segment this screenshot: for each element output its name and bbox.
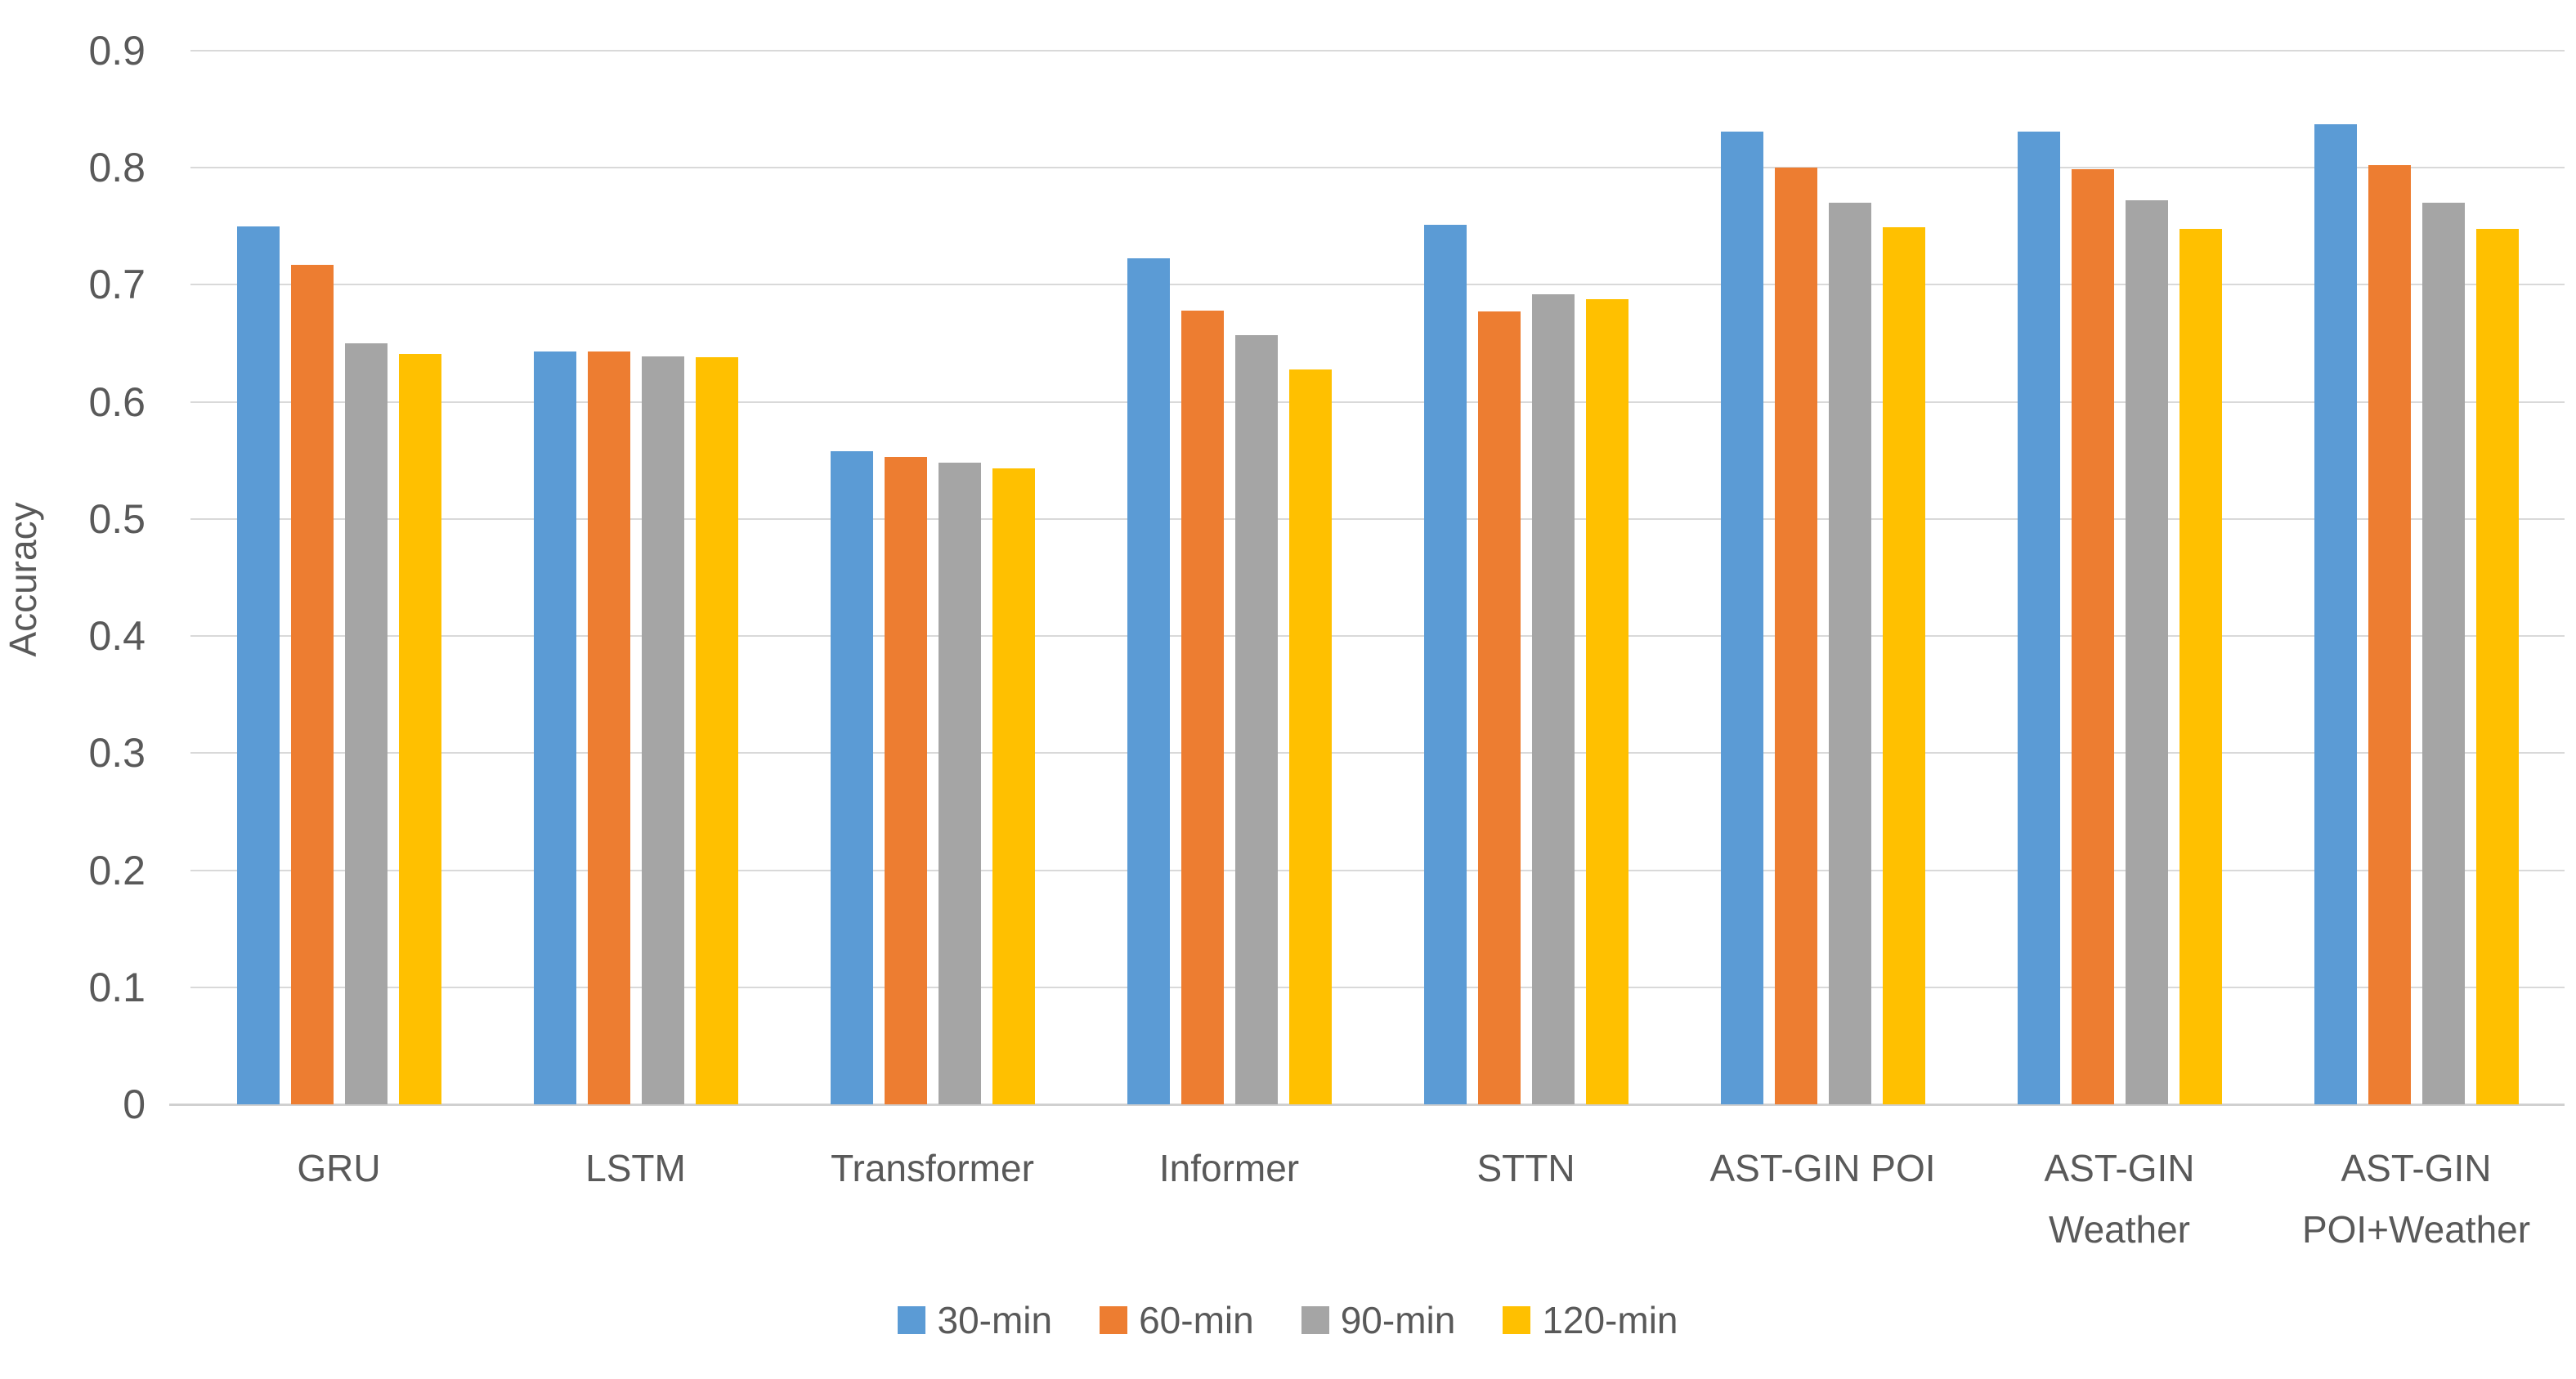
y-tick-label-0: 0	[123, 1081, 146, 1127]
bar-STTN-90-min	[1531, 293, 1575, 1104]
legend-label-30-min: 30-min	[937, 1299, 1053, 1341]
bar-Transformer-30-min	[830, 450, 873, 1104]
x-category-label-Informer: Informer	[1158, 1147, 1300, 1189]
x-category-label-GRU: GRU	[297, 1147, 381, 1189]
y-tick-label-0.2: 0.2	[88, 847, 146, 893]
legend-swatch-icon-60-min	[1100, 1306, 1128, 1334]
bar-GRU-120-min	[398, 353, 441, 1104]
legend-item-60-min: 60-min	[1100, 1298, 1254, 1342]
bar-Informer-30-min	[1127, 257, 1170, 1104]
y-tick-label-0.1: 0.1	[88, 964, 146, 1010]
y-tick-label-0.9: 0.9	[88, 28, 146, 74]
bar-GRU-60-min	[290, 265, 334, 1104]
x-category-label-AST-GIN-Weather: AST-GIN Weather	[2044, 1147, 2195, 1251]
y-tick-label-0.4: 0.4	[88, 613, 146, 660]
x-category-label-LSTM: LSTM	[585, 1147, 686, 1189]
legend-swatch-icon-120-min	[1503, 1306, 1531, 1334]
gridline-0.7	[190, 284, 2565, 286]
x-category-label-AST-GIN-POI+Weather: AST-GIN POI+Weather	[2301, 1147, 2531, 1251]
x-category-label-Transformer: Transformer	[831, 1147, 1034, 1189]
y-tick-label-0.6: 0.6	[88, 378, 146, 425]
bar-GRU-90-min	[344, 343, 388, 1104]
bar-AST-GIN-Weather-120-min	[2179, 228, 2222, 1104]
legend-swatch-icon-90-min	[1301, 1306, 1329, 1334]
y-tick-label-0.8: 0.8	[88, 145, 146, 191]
bar-AST-GIN-Weather-90-min	[2125, 200, 2168, 1104]
bar-Informer-60-min	[1180, 310, 1224, 1104]
bar-AST-GIN-POI+Weather-60-min	[2368, 165, 2411, 1104]
bar-Informer-120-min	[1288, 369, 1332, 1104]
bar-AST-GIN-POI-120-min	[1882, 227, 1925, 1104]
x-axis-line	[169, 1104, 2565, 1106]
x-category-label-STTN: STTN	[1476, 1147, 1575, 1189]
bar-AST-GIN-POI+Weather-90-min	[2421, 203, 2465, 1104]
bar-STTN-60-min	[1477, 311, 1521, 1104]
bar-AST-GIN-Weather-60-min	[2071, 168, 2114, 1104]
y-tick-label-0.3: 0.3	[88, 730, 146, 777]
gridline-0.4	[190, 635, 2565, 638]
gridline-0.5	[190, 517, 2565, 520]
gridline-0.1	[190, 986, 2565, 988]
gridline-0.6	[190, 401, 2565, 403]
gridline-0.3	[190, 752, 2565, 754]
bar-AST-GIN-POI+Weather-30-min	[2314, 124, 2357, 1104]
bar-AST-GIN-POI-60-min	[1774, 168, 1817, 1104]
bar-AST-GIN-POI-90-min	[1828, 203, 1871, 1104]
legend-item-90-min: 90-min	[1301, 1298, 1456, 1342]
x-category-label-AST-GIN-POI: AST-GIN POI	[1709, 1147, 1936, 1189]
y-tick-label-0.5: 0.5	[88, 495, 146, 542]
y-tick-label-0.7: 0.7	[88, 262, 146, 308]
bar-LSTM-60-min	[587, 351, 630, 1104]
bar-LSTM-30-min	[533, 351, 576, 1104]
bar-STTN-120-min	[1585, 298, 1628, 1104]
bar-STTN-30-min	[1423, 225, 1467, 1104]
bar-LSTM-120-min	[695, 357, 738, 1104]
bar-Transformer-90-min	[938, 463, 981, 1104]
legend-item-120-min: 120-min	[1503, 1298, 1678, 1342]
bar-AST-GIN-POI+Weather-120-min	[2475, 228, 2519, 1104]
legend-swatch-icon-30-min	[898, 1306, 926, 1334]
gridline-0.2	[190, 869, 2565, 871]
legend-label-120-min: 120-min	[1542, 1299, 1678, 1341]
plot-area	[169, 50, 2565, 1106]
gridline-0.8	[190, 167, 2565, 169]
bar-AST-GIN-POI-30-min	[1720, 131, 1763, 1104]
bar-Transformer-60-min	[884, 456, 927, 1104]
legend-item-30-min: 30-min	[898, 1298, 1052, 1342]
legend-label-60-min: 60-min	[1139, 1299, 1254, 1341]
legend-label-90-min: 90-min	[1340, 1299, 1456, 1341]
gridline-0.9	[190, 50, 2565, 51]
bar-Transformer-120-min	[992, 468, 1035, 1104]
bar-LSTM-90-min	[641, 356, 684, 1104]
bar-GRU-30-min	[236, 226, 280, 1104]
bar-AST-GIN-Weather-30-min	[2017, 131, 2060, 1104]
legend: 30-min 60-min 90-min 120-min	[0, 1298, 2576, 1342]
y-axis-title: Accuracy	[2, 502, 44, 657]
bar-Informer-90-min	[1234, 335, 1278, 1104]
